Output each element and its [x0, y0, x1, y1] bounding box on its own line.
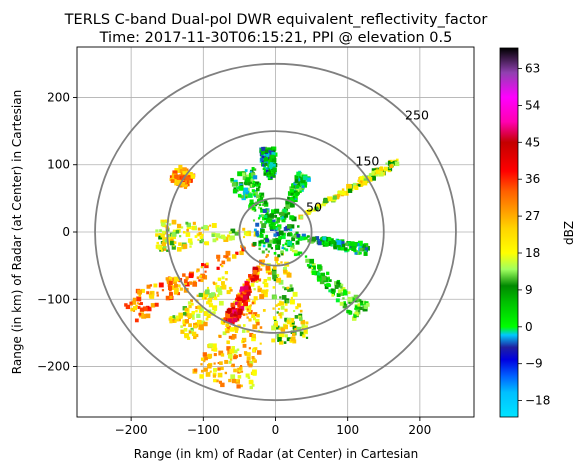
colorbar-tick-label: −9 — [525, 357, 543, 371]
x-tick-label: −100 — [187, 423, 220, 437]
colorbar-tick-label: 9 — [525, 283, 533, 297]
y-tick-label: 200 — [47, 90, 70, 104]
colorbar-tick-label: 54 — [525, 98, 540, 112]
colorbar-tick-label: −18 — [525, 394, 550, 408]
echo-northeast-streak — [298, 158, 400, 220]
chart-subtitle: Time: 2017-11-30T06:15:21, PPI @ elevati… — [99, 30, 453, 46]
echo-south-core — [223, 266, 260, 325]
echo-north-scatter — [259, 146, 278, 181]
echo-east-band — [288, 232, 370, 256]
x-tick-label: 0 — [272, 423, 280, 437]
echo-southeast-band — [285, 239, 370, 321]
echo-southwest-band — [124, 243, 256, 323]
colorbar: −18 −9 0 9 18 27 36 45 54 63 — [499, 47, 550, 418]
reflectivity-field — [124, 146, 400, 390]
range-ring-50: 50 — [238, 197, 322, 267]
echo-near-core — [252, 208, 300, 256]
y-tick-label: 100 — [47, 158, 70, 172]
colorbar-tick-label: 27 — [525, 209, 540, 223]
range-ring-label: 50 — [306, 200, 322, 215]
y-tick-label: −100 — [37, 292, 70, 306]
colorbar-tick-label: 36 — [525, 172, 540, 186]
grid — [77, 47, 474, 417]
echo-west-streaks — [155, 219, 258, 252]
range-ring-150: 150 — [166, 130, 385, 334]
range-ring-label: 150 — [356, 153, 380, 168]
x-axis-label: Range (in km) of Radar (at Center) in Ca… — [134, 447, 418, 461]
y-axis-label: Range (in km) of Radar (at Center) in Ca… — [10, 90, 24, 374]
x-tick-label: 100 — [336, 423, 359, 437]
colorbar-tick-label: 0 — [525, 320, 533, 334]
y-tick-label: −200 — [37, 360, 70, 374]
x-tick-label: 200 — [408, 423, 431, 437]
colorbar-label: dBZ — [562, 221, 576, 245]
colorbar-tick-label: 63 — [525, 62, 540, 76]
y-tick-label: 0 — [62, 225, 70, 239]
range-ring-label: 250 — [405, 107, 429, 122]
range-rings: 50 150 250 — [94, 62, 457, 402]
colorbar-tick-label: 18 — [525, 246, 540, 260]
echo-north-northwest — [230, 167, 270, 221]
range-ring-250: 250 — [94, 62, 457, 402]
echo-south-sector — [192, 253, 272, 390]
colorbar-tick-label: 45 — [525, 135, 540, 149]
chart-title: TERLS C-band Dual-pol DWR equivalent_ref… — [64, 12, 488, 28]
echo-northwest-cell — [169, 164, 196, 189]
x-tick-label: −200 — [115, 423, 148, 437]
echo-south-southeast — [271, 250, 309, 345]
axes: −200 −100 0 100 200 −200 −100 0 100 200 — [37, 46, 475, 437]
